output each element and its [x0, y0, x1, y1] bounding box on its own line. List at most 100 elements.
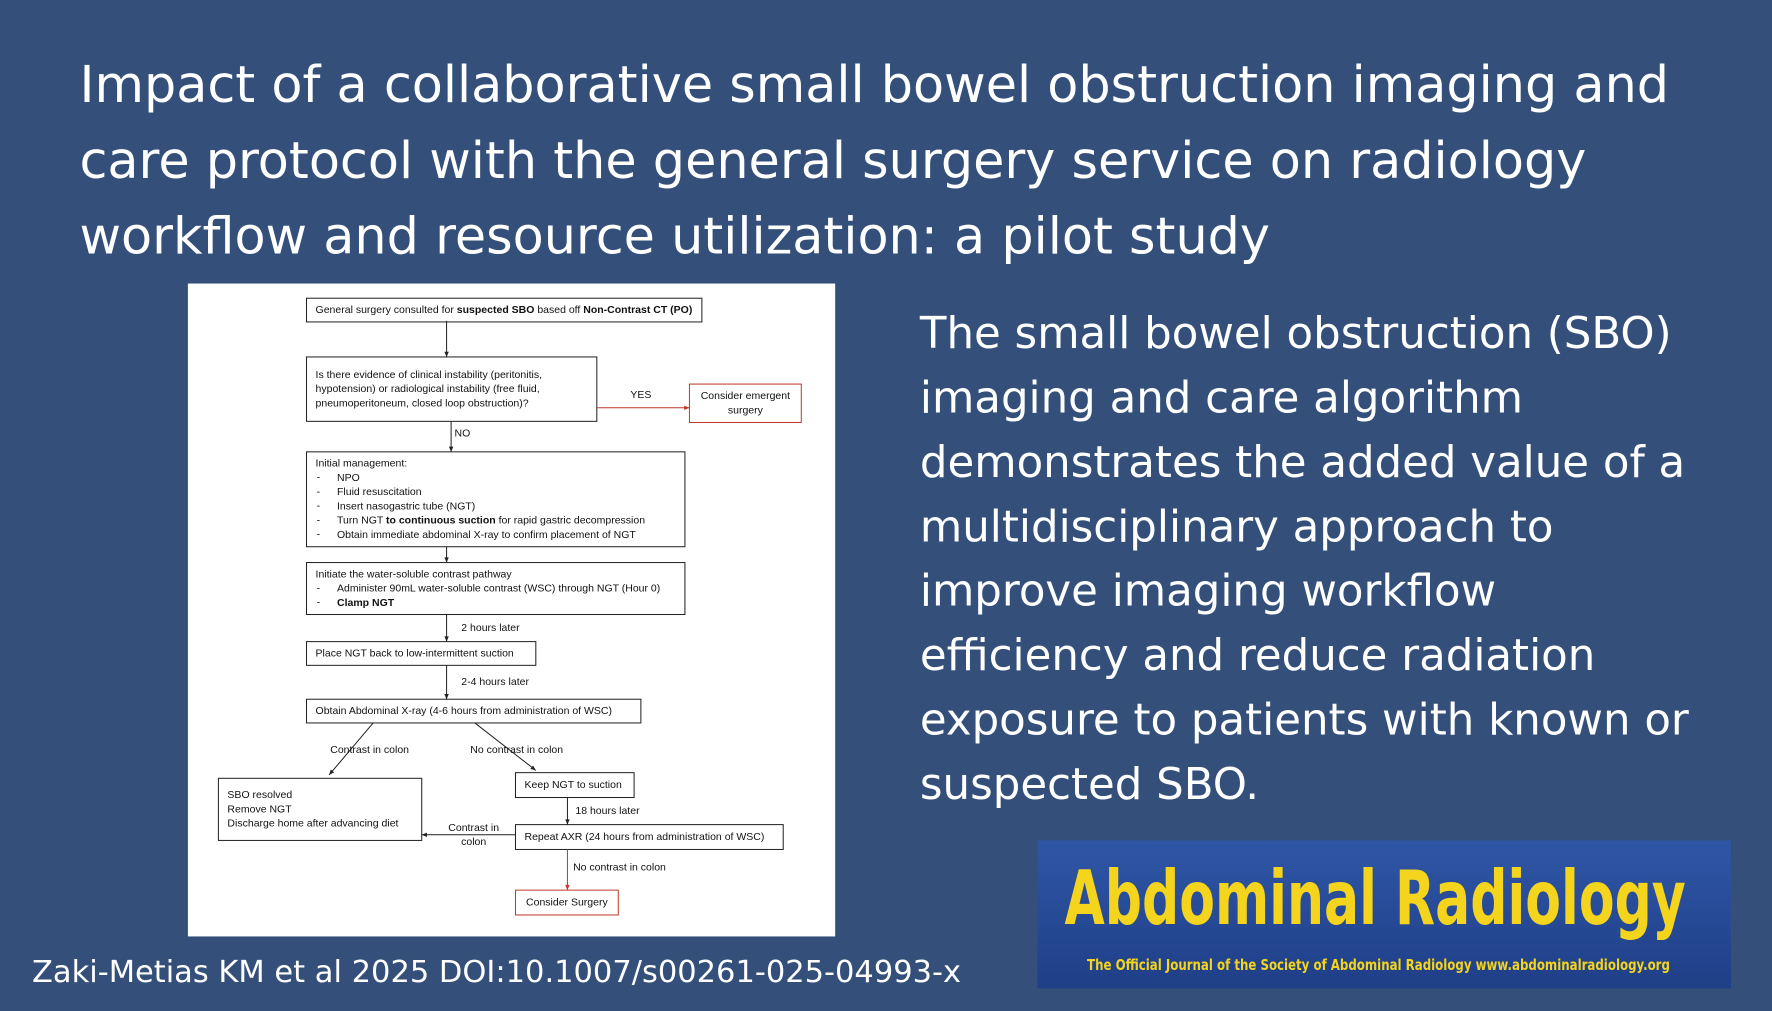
- text-segment: pneumoperitoneum, closed loop obstructio…: [316, 397, 529, 409]
- text-segment: Consider Surgery: [526, 896, 608, 908]
- text-segment: Initial management:: [316, 457, 408, 469]
- node-text: SBO resolved: [227, 789, 292, 801]
- node-box: [514, 772, 635, 799]
- node-text: Remove NGT: [227, 803, 292, 815]
- node-box: [514, 824, 784, 850]
- logo-background: [1037, 840, 1731, 989]
- logo-title: Abdominal Radiology: [1064, 855, 1685, 942]
- edge-label: YES: [630, 389, 651, 401]
- summary-line: improve imaging workflow: [920, 567, 1496, 617]
- node-box: [217, 777, 423, 841]
- arrow-head: [329, 769, 335, 775]
- node-text: Insert nasogastric tube (NGT): [337, 500, 475, 512]
- text-segment: hypotension) or radiological instability…: [316, 383, 540, 395]
- node-text: Place NGT back to low-intermittent sucti…: [316, 647, 514, 659]
- arrow-head: [444, 557, 449, 563]
- summary-line: multidisciplinary approach to: [920, 502, 1554, 552]
- text-segment: Repeat AXR (24 hours from administration…: [525, 831, 765, 843]
- arrow-head: [448, 446, 454, 452]
- bullet: -: [317, 529, 321, 541]
- node-text: Obtain immediate abdominal X-ray to conf…: [337, 529, 636, 541]
- text-segment: Insert nasogastric tube (NGT): [337, 500, 475, 512]
- text-segment: Consider emergent: [701, 390, 790, 402]
- edge-label: No contrast in colon: [470, 744, 563, 756]
- edge-label: Contrast in colon: [330, 744, 409, 756]
- title-line: care protocol with the general surgery s…: [79, 131, 1586, 190]
- node-text: Consider Surgery: [526, 896, 608, 908]
- node-box: [306, 641, 537, 666]
- text-segment: Discharge home after advancing diet: [227, 817, 398, 829]
- node-box: [306, 562, 686, 616]
- arrow-head: [444, 636, 449, 642]
- bullet: -: [317, 597, 321, 609]
- text-segment: Clamp NGT: [337, 597, 395, 609]
- edge-label: 2 hours later: [461, 622, 520, 634]
- summary-line: imaging and care algorithm: [920, 374, 1523, 424]
- node-box: [514, 889, 619, 916]
- bullet: -: [317, 472, 321, 484]
- text-segment: Remove NGT: [227, 803, 292, 815]
- text-segment: suspected SBO: [457, 304, 535, 316]
- arrow-head: [421, 832, 427, 837]
- node-box: [306, 451, 686, 548]
- text-segment: Keep NGT to suction: [525, 779, 622, 791]
- text-segment: Turn NGT: [337, 514, 386, 526]
- text-segment: Place NGT back to low-intermittent sucti…: [316, 647, 514, 659]
- edge-label: 2-4 hours later: [461, 676, 529, 688]
- text-segment: Is there evidence of clinical instabilit…: [316, 369, 542, 381]
- text-segment: General surgery consulted for: [316, 304, 457, 316]
- text-segment: NPO: [337, 472, 360, 484]
- arrow-line: [474, 722, 537, 771]
- text-segment: Administer 90mL water-soluble contrast (…: [337, 582, 660, 594]
- text-segment: Fluid resuscitation: [337, 486, 422, 498]
- bullet: -: [317, 500, 321, 512]
- bullet: -: [317, 486, 321, 498]
- bullet: -: [317, 514, 321, 526]
- text-segment: surgery: [728, 404, 764, 416]
- bullet: -: [317, 582, 321, 594]
- node-text: surgery: [728, 404, 764, 416]
- summary-line: demonstrates the added value of a: [920, 438, 1685, 488]
- node-box: [306, 297, 703, 323]
- arrow-head: [684, 405, 690, 410]
- node-text: Keep NGT to suction: [525, 779, 622, 791]
- node-text: General surgery consulted for suspected …: [316, 304, 693, 316]
- summary-line: efficiency and reduce radiation: [920, 631, 1595, 681]
- edge-label: 18 hours later: [575, 805, 640, 817]
- arrow-head: [565, 884, 570, 891]
- node-text: Obtain Abdominal X-ray (4-6 hours from a…: [316, 705, 612, 717]
- title-line: workflow and resource utilization: a pil…: [79, 206, 1270, 265]
- title-line: Impact of a collaborative small bowel ob…: [79, 55, 1669, 114]
- text-segment: for rapid gastric decompression: [496, 514, 646, 526]
- flowchart: General surgery consulted for suspected …: [217, 297, 802, 916]
- node-text: Discharge home after advancing diet: [227, 817, 398, 829]
- text-segment: Obtain Abdominal X-ray (4-6 hours from a…: [316, 705, 612, 717]
- node-box: [688, 383, 802, 423]
- node-text: Clamp NGT: [337, 597, 395, 609]
- arrow-head: [565, 819, 570, 825]
- summary-line: suspected SBO.: [920, 760, 1259, 810]
- node-text: pneumoperitoneum, closed loop obstructio…: [316, 397, 529, 409]
- node-text: Is there evidence of clinical instabilit…: [316, 369, 542, 381]
- arrow-head: [444, 694, 449, 700]
- arrow-line: [328, 722, 374, 776]
- node-box: [306, 698, 642, 724]
- summary-line: The small bowel obstruction (SBO): [919, 309, 1672, 359]
- edge-label: Contrast in: [448, 822, 499, 834]
- node-text: Fluid resuscitation: [337, 486, 422, 498]
- node-box: [306, 356, 598, 422]
- text-segment: Non-Contrast CT (PO): [583, 304, 692, 316]
- node-text: hypotension) or radiological instability…: [316, 383, 540, 395]
- node-text: Consider emergent: [701, 390, 790, 402]
- text-segment: SBO resolved: [227, 789, 292, 801]
- edge-label: colon: [461, 836, 486, 848]
- arrow-head: [530, 765, 536, 771]
- citation: Zaki-Metias KM et al 2025 DOI:10.1007/s0…: [32, 955, 961, 990]
- node-text: NPO: [337, 472, 360, 484]
- text-segment: based off: [534, 304, 583, 316]
- edge-label: No contrast in colon: [573, 861, 666, 873]
- text-segment: Obtain immediate abdominal X-ray to conf…: [337, 529, 636, 541]
- summary-line: exposure to patients with known or: [920, 695, 1689, 745]
